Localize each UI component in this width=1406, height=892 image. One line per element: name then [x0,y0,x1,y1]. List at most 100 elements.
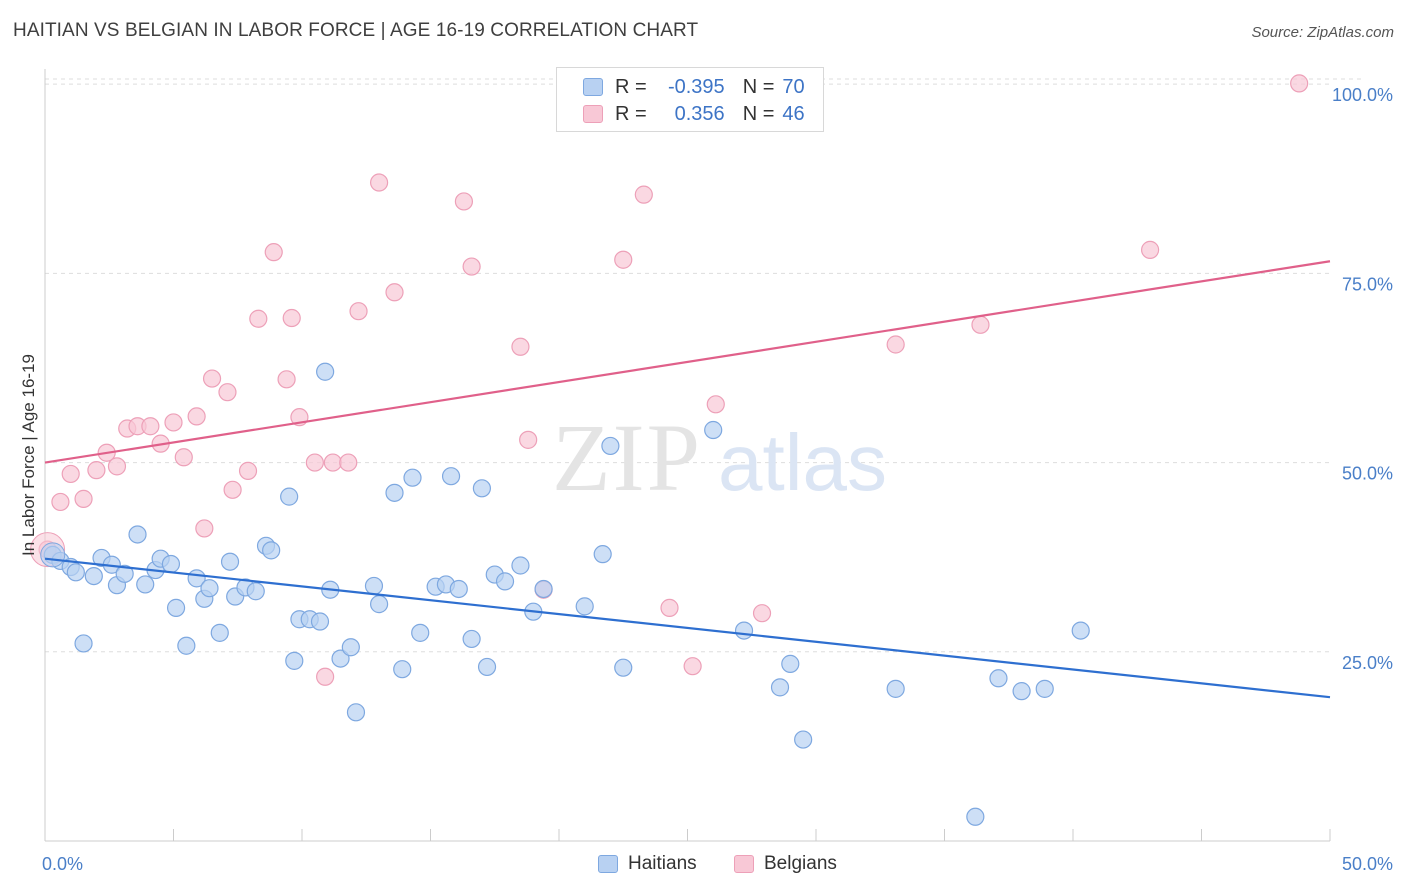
axes [44,69,1331,842]
haitian-point-42 [411,623,430,642]
haitian-point-large [40,542,66,568]
series-belgians-points [30,74,1309,686]
r-label: R = [615,75,647,98]
haitians-r-value: -0.395 [667,75,725,98]
legend-item-belgians: Belgians [734,851,837,877]
haitian-point-51 [495,572,515,591]
y-tick-label-1: 50.0% [1342,464,1393,484]
haitian-point-46 [449,579,468,599]
n-label: N = [742,102,775,125]
haitian-point-67 [1012,682,1031,701]
haitian-point-28 [285,651,304,670]
haitian-point-49 [477,657,497,677]
belgian-point-6 [107,457,127,476]
belgian-point-14 [195,519,214,538]
belgian-point-9 [141,417,160,436]
legend-row-belgians: R = 0.356 N = 46 [583,102,805,126]
belgians-trend-line [44,260,1331,464]
haitian-point-34 [331,649,350,668]
haitian-point-14 [161,554,181,574]
haitian-point-65 [966,807,985,826]
belgian-point-25 [316,667,335,686]
haitian-point-45 [441,467,461,486]
haitian-point-16 [177,636,196,655]
haitian-point-37 [364,576,384,596]
belgian-point-28 [349,302,368,321]
belgian-point-18 [238,461,258,480]
belgian-point-29 [370,173,389,192]
belgian-point-34 [519,430,538,449]
haitian-point-54 [534,579,553,599]
haitian-point-11 [136,575,155,594]
belgian-point-24 [305,453,324,472]
belgian-point-17 [223,480,242,499]
belgian-point-1 [51,492,70,512]
haitian-point-27 [280,487,299,506]
haitians-legend-label: Haitians [628,853,697,874]
haitian-point-41 [403,468,422,487]
watermark-zip: ZIP [552,404,702,511]
belgian-point-36 [614,250,633,269]
y-tick-label-3: 100.0% [1332,85,1393,105]
watermark-atlas: atlas [718,418,887,507]
belgian-point-44 [1140,240,1160,259]
legend-row-haitians: R = -0.395 N = 70 [583,75,805,99]
haitian-point-20 [210,623,229,642]
x-tick-label-0: 0.0% [42,854,83,874]
belgian-point-30 [385,283,404,302]
belgians-swatch [583,105,603,123]
belgian-point-11 [164,413,183,432]
haitians-trend-line [44,557,1331,699]
belgian-point-40 [706,395,725,414]
belgian-point-16 [218,383,237,402]
belgian-point-45 [1290,74,1309,93]
haitian-point-31 [310,612,330,631]
chart-source: Source: ZipAtlas.com [1251,24,1394,41]
haitian-point-26 [262,541,281,560]
belgian-point-19 [249,309,268,328]
haitian-point-68 [1035,679,1054,698]
haitian-point-62 [781,654,800,673]
haitians-legend-swatch [598,855,618,873]
haitian-point-9 [115,564,134,583]
belgian-point-12 [174,448,193,467]
r-label: R = [615,102,647,125]
haitian-point-52 [511,556,530,575]
belgian-point-31 [454,192,474,211]
haitian-point-32 [316,362,335,381]
haitian-point-59 [704,420,723,440]
belgian-point-21 [277,370,296,389]
haitian-point-48 [472,479,491,498]
belgian-point-4 [87,461,106,480]
watermark: ZIP atlas [552,404,887,511]
belgian-point-27 [339,453,358,472]
haitian-point-4 [74,634,93,653]
haitian-point-39 [385,483,404,502]
belgians-r-value: 0.356 [674,102,725,125]
series-haitians-points [40,362,1090,826]
haitian-point-56 [593,545,612,564]
haitians-swatch [583,78,603,96]
belgian-point-13 [187,407,206,426]
haitian-point-3 [66,563,85,582]
tick-labels: 25.0% 50.0% 75.0% 100.0% 0.0% 50.0% [42,85,1393,874]
belgian-point-43 [971,315,990,334]
correlation-legend: R = -0.395 N = 70 R = 0.356 N = 46 [556,67,824,132]
belgian-point-3 [74,489,93,508]
haitian-point-55 [575,597,594,616]
belgian-point-37 [634,185,653,204]
haitian-point-36 [346,703,366,722]
y-axis-label: In Labor Force | Age 16-19 [19,354,38,556]
haitian-point-19 [200,579,219,598]
belgian-point-33 [511,337,530,356]
belgian-point-2 [61,464,80,484]
y-tick-label-0: 25.0% [1342,653,1393,673]
haitian-point-66 [989,669,1008,688]
haitian-point-35 [341,638,360,657]
haitian-point-38 [370,595,389,614]
x-tick-label-1: 50.0% [1342,854,1393,874]
belgian-point-15 [202,369,222,388]
belgian-point-39 [683,657,702,676]
belgians-n-value: 46 [782,102,805,125]
